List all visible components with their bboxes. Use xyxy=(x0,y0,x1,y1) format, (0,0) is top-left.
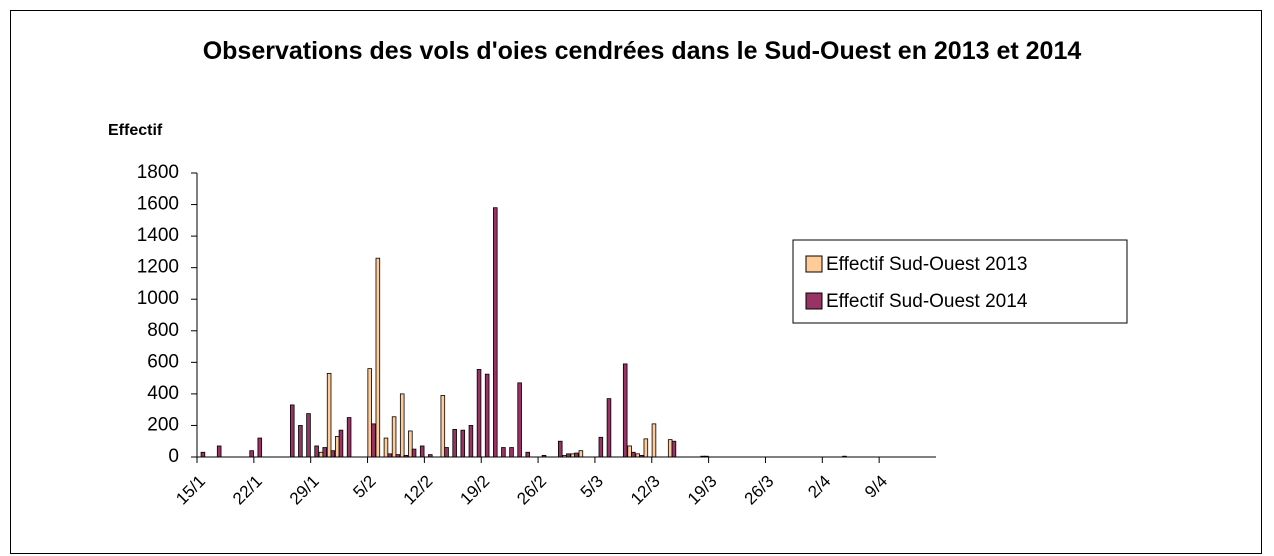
legend-box xyxy=(792,239,1128,324)
bar xyxy=(334,436,340,458)
bar xyxy=(622,363,628,458)
bar xyxy=(651,423,657,458)
bar xyxy=(298,425,303,458)
bar xyxy=(525,451,531,458)
bar xyxy=(484,373,490,458)
bar xyxy=(493,207,498,458)
legend-swatch xyxy=(805,292,823,310)
x-tick-label: 5/2 xyxy=(349,472,379,502)
bar xyxy=(606,398,612,458)
y-tick-label: 200 xyxy=(147,414,179,435)
x-tick-label: 29/1 xyxy=(286,472,323,509)
bar xyxy=(249,450,254,458)
bar xyxy=(408,430,413,458)
y-tick-label: 1400 xyxy=(137,225,179,246)
legend-label: Effectif Sud-Ouest 2014 xyxy=(826,291,1028,312)
x-tick-label: 9/4 xyxy=(861,472,891,502)
legend-swatch xyxy=(805,255,823,273)
y-tick-label: 800 xyxy=(147,320,179,341)
bar xyxy=(574,452,579,458)
bar xyxy=(411,448,417,458)
bar xyxy=(216,445,222,458)
bar xyxy=(391,416,397,458)
bar xyxy=(501,447,506,458)
bar xyxy=(627,445,632,458)
legend-label: Effectif Sud-Ouest 2013 xyxy=(826,254,1027,275)
bar xyxy=(371,423,376,458)
y-tick-label: 1000 xyxy=(137,288,179,309)
x-tick-label: 22/1 xyxy=(229,472,266,509)
bar xyxy=(257,437,263,458)
bar xyxy=(314,445,319,458)
bar xyxy=(346,417,352,458)
bar xyxy=(367,368,372,458)
bar xyxy=(452,428,457,458)
bar xyxy=(468,425,474,458)
y-axis-label: Effectif xyxy=(108,122,163,139)
x-tick-label: 2/4 xyxy=(804,472,834,502)
bar xyxy=(322,447,328,458)
bar xyxy=(440,395,446,458)
bar xyxy=(330,450,336,458)
x-tick-label: 19/2 xyxy=(456,472,493,509)
bar xyxy=(326,372,332,458)
bar xyxy=(289,404,295,458)
bar xyxy=(460,429,466,458)
x-tick-label: 12/2 xyxy=(400,472,437,509)
bar xyxy=(643,438,649,458)
y-tick-label: 1200 xyxy=(137,257,179,278)
chart-frame xyxy=(10,10,1262,554)
bar xyxy=(671,440,677,458)
bar xyxy=(338,429,344,458)
x-tick-label: 26/2 xyxy=(513,472,550,509)
bar xyxy=(557,440,563,458)
bar xyxy=(509,447,514,458)
x-tick-label: 19/3 xyxy=(684,472,721,509)
bar xyxy=(419,445,425,458)
legend: Effectif Sud-Ouest 2013 Effectif Sud-Oues… xyxy=(792,239,1128,324)
bar xyxy=(598,436,604,458)
bar xyxy=(383,437,389,458)
y-tick-label: 1600 xyxy=(137,194,179,215)
bar xyxy=(667,439,673,458)
bar xyxy=(517,382,522,458)
y-tick-label: 400 xyxy=(147,383,179,404)
chart-title: Observations des vols d'oies cendrées da… xyxy=(202,37,1082,65)
bar xyxy=(306,413,311,458)
y-tick-label: 0 xyxy=(168,446,179,467)
bar xyxy=(399,393,405,458)
bar xyxy=(444,447,449,458)
bar xyxy=(318,451,324,458)
bar xyxy=(200,451,206,458)
x-tick-label: 15/1 xyxy=(172,472,209,509)
bar xyxy=(631,451,636,458)
x-tick-label: 5/3 xyxy=(577,472,607,502)
bar xyxy=(375,257,381,458)
bar xyxy=(476,369,482,458)
x-tick-label: 26/3 xyxy=(741,472,778,509)
y-tick-label: 1800 xyxy=(137,162,179,183)
x-tick-label: 12/3 xyxy=(627,472,664,509)
bar xyxy=(578,450,584,458)
y-tick-label: 600 xyxy=(147,351,179,372)
